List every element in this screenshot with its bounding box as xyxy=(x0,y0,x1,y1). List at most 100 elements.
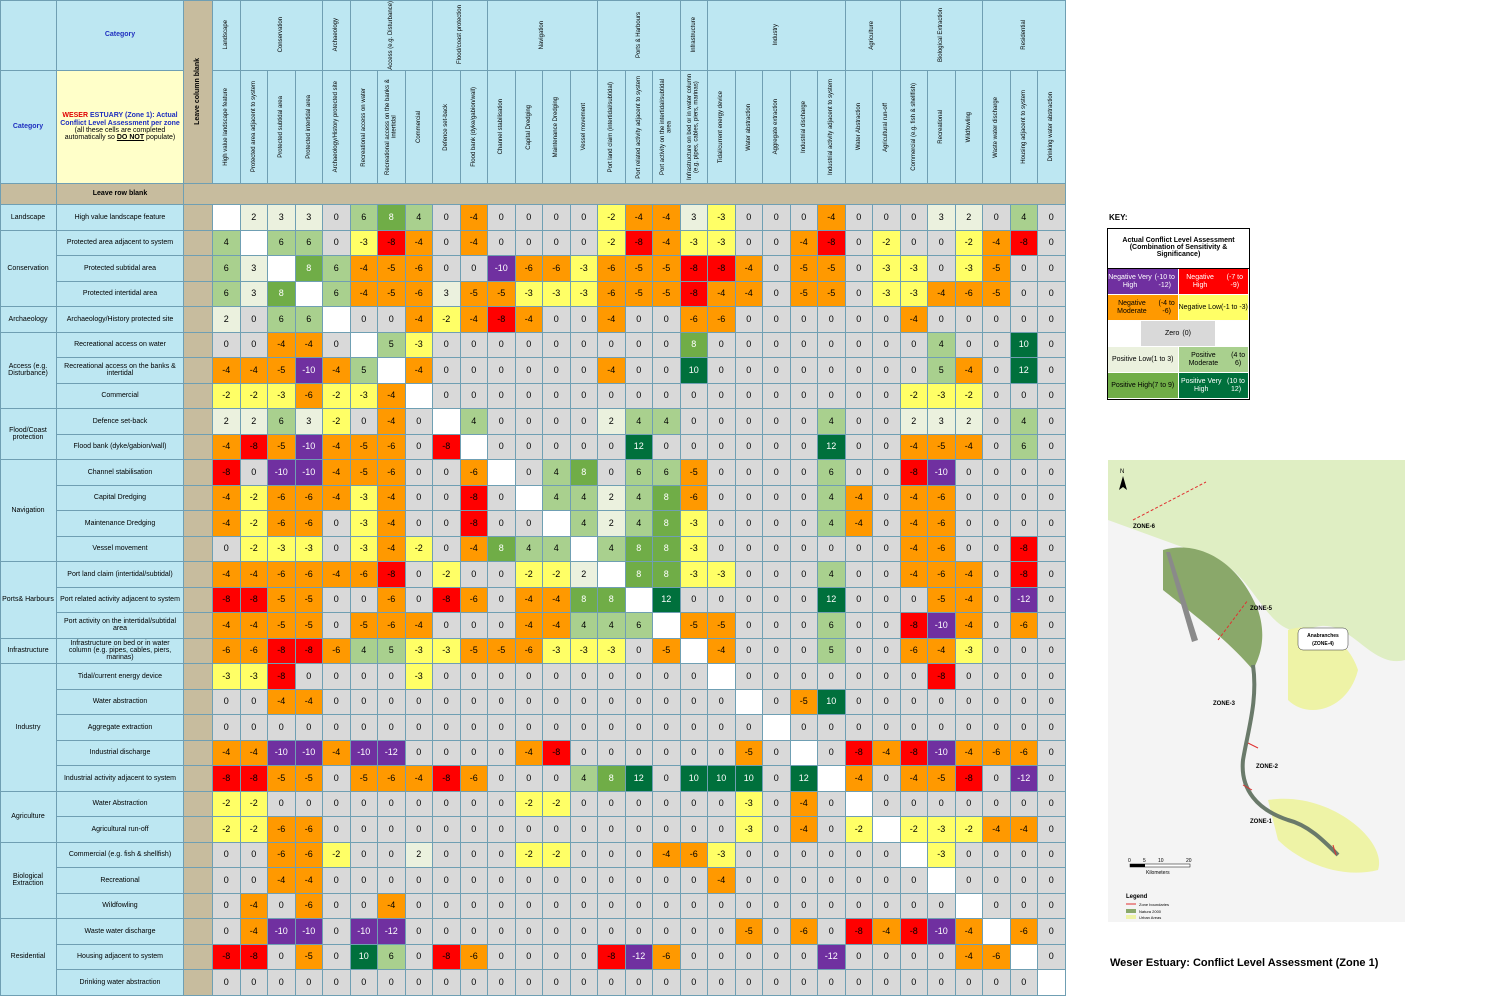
matrix-cell: -5 xyxy=(735,919,763,945)
column-header: Port activity on the intertidal/subtidal… xyxy=(653,71,681,184)
matrix-cell: 0 xyxy=(543,358,571,384)
matrix-cell: 0 xyxy=(1010,715,1038,741)
matrix-value: -5 xyxy=(992,288,1001,299)
matrix-value: 2 xyxy=(251,415,257,426)
matrix-cell: 0 xyxy=(543,919,571,945)
matrix-cell: 0 xyxy=(818,791,846,817)
matrix-cell: 0 xyxy=(735,332,763,358)
matrix-value: 0 xyxy=(718,747,724,758)
matrix-cell: -8 xyxy=(433,944,461,970)
matrix-cell: 0 xyxy=(708,460,736,486)
matrix-value: -4 xyxy=(854,772,863,783)
matrix-cell: 8 xyxy=(653,536,681,562)
matrix-value: 0 xyxy=(746,976,752,987)
matrix-cell: 12 xyxy=(818,587,846,613)
matrix-cell: -8 xyxy=(433,434,461,460)
row-label-text: Industrial discharge xyxy=(89,749,151,757)
matrix-value: -6 xyxy=(689,492,698,503)
matrix-cell: 12 xyxy=(818,434,846,460)
matrix-cell: 3 xyxy=(268,205,296,231)
matrix-value: -4 xyxy=(332,441,341,452)
matrix-value: 0 xyxy=(581,313,587,324)
matrix-value: -2 xyxy=(249,543,258,554)
matrix-cell: -2 xyxy=(955,817,983,843)
matrix-cell: -4 xyxy=(323,562,351,588)
column-header: Recreational access on water xyxy=(350,71,378,184)
matrix-cell: 0 xyxy=(680,944,708,970)
row-group-text: Industry xyxy=(15,723,41,731)
matrix-cell: 0 xyxy=(983,511,1011,537)
matrix-cell: -4 xyxy=(378,536,406,562)
matrix-cell: 0 xyxy=(405,689,433,715)
leave-column-blank-cell xyxy=(184,970,213,996)
matrix-cell: 0 xyxy=(955,664,983,690)
matrix-value: 0 xyxy=(718,696,724,707)
matrix-value: 4 xyxy=(828,492,834,503)
matrix-cell: -8 xyxy=(433,766,461,792)
matrix-cell: -5 xyxy=(350,460,378,486)
matrix-cell: -8 xyxy=(295,638,323,664)
row-label: Industrial activity adjacent to system xyxy=(57,766,184,792)
matrix-cell: 0 xyxy=(708,944,736,970)
matrix-value: 0 xyxy=(911,721,917,732)
matrix-cell: -4 xyxy=(955,434,983,460)
matrix-cell: -12 xyxy=(625,944,653,970)
matrix-cell: -8 xyxy=(378,562,406,588)
matrix-cell: 0 xyxy=(928,256,956,282)
matrix-value: -6 xyxy=(387,441,396,452)
matrix-cell: 0 xyxy=(323,689,351,715)
matrix-value: 0 xyxy=(1048,951,1054,962)
row-group-label: Infrastructure xyxy=(0,638,57,664)
column-header: Channel stabilisation xyxy=(488,71,516,184)
matrix-cell: -4 xyxy=(295,868,323,894)
matrix-value: 0 xyxy=(938,696,944,707)
matrix-value: 10 xyxy=(1018,339,1029,350)
matrix-cell: 0 xyxy=(240,332,268,358)
matrix-value: 4 xyxy=(361,645,367,656)
scale-tick-10: 10 xyxy=(1158,858,1164,864)
matrix-cell: 0 xyxy=(460,842,488,868)
matrix-value: 0 xyxy=(746,339,752,350)
matrix-value: -2 xyxy=(442,568,451,579)
matrix-value: -4 xyxy=(387,390,396,401)
matrix-cell: -5 xyxy=(928,766,956,792)
matrix-value: 0 xyxy=(498,568,504,579)
matrix-value: 0 xyxy=(993,492,999,503)
matrix-cell: -10 xyxy=(350,740,378,766)
matrix-value: -4 xyxy=(799,798,808,809)
matrix-cell: 0 xyxy=(790,944,818,970)
matrix-value: -3 xyxy=(524,288,533,299)
matrix-value: 6 xyxy=(361,211,367,222)
matrix-cell: 0 xyxy=(460,383,488,409)
matrix-cell: 0 xyxy=(955,970,983,996)
matrix-value: -5 xyxy=(304,619,313,630)
matrix-value: -6 xyxy=(662,951,671,962)
matrix-cell: -8 xyxy=(845,919,873,945)
matrix-value: 0 xyxy=(608,441,614,452)
row-label: Drinking water abstraction xyxy=(57,970,184,996)
matrix-cell: 0 xyxy=(1010,893,1038,919)
matrix-value: 8 xyxy=(608,772,614,783)
matrix-value: 4 xyxy=(663,415,669,426)
matrix-cell: 0 xyxy=(323,791,351,817)
matrix-cell: 0 xyxy=(763,919,791,945)
matrix-value: -4 xyxy=(304,339,313,350)
matrix-cell: 0 xyxy=(818,893,846,919)
matrix-value: 0 xyxy=(1048,670,1054,681)
matrix-cell: 0 xyxy=(873,536,901,562)
matrix-cell: 4 xyxy=(598,613,626,639)
matrix-value: -6 xyxy=(524,262,533,273)
matrix-value: 0 xyxy=(498,925,504,936)
matrix-cell: -5 xyxy=(653,281,681,307)
scale-tick-0: 0 xyxy=(1128,858,1131,864)
matrix-value: -4 xyxy=(717,874,726,885)
matrix-cell: 0 xyxy=(213,842,241,868)
matrix-cell: 0 xyxy=(845,664,873,690)
matrix-value: -3 xyxy=(579,645,588,656)
matrix-value: 0 xyxy=(333,211,339,222)
row-label: High value landscape feature xyxy=(57,205,184,231)
matrix-value: -8 xyxy=(909,619,918,630)
matrix-cell: 0 xyxy=(763,358,791,384)
matrix-cell: 0 xyxy=(900,332,928,358)
matrix-value: 0 xyxy=(416,696,422,707)
